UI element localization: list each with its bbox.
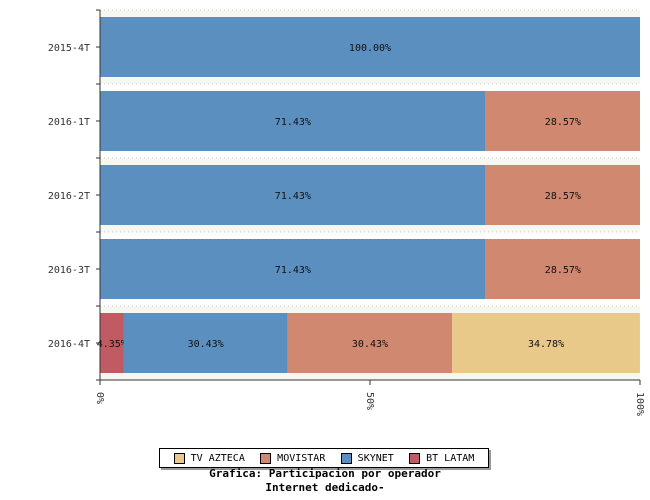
- bar-value-label: 28.57%: [545, 191, 581, 202]
- bar-value-label: 4.35%: [97, 339, 127, 350]
- bar-segment: [123, 313, 288, 373]
- bar-segment: [100, 313, 124, 373]
- y-tick-label: 2015-4T: [48, 43, 90, 54]
- legend-swatch: [409, 452, 421, 464]
- bar-value-label: 71.43%: [275, 117, 311, 128]
- legend-item: SKYNET: [340, 452, 394, 464]
- chart-title-line-2: Internet dedicado-: [265, 481, 385, 494]
- bar-segment: [100, 17, 640, 77]
- bar-value-label: 71.43%: [275, 191, 311, 202]
- y-tick-label: 2016-1T: [48, 117, 90, 128]
- bar-segment: [100, 165, 486, 225]
- bar-segment: [485, 91, 640, 151]
- bar-value-label: 30.43%: [352, 339, 388, 350]
- legend-item: MOVISTAR: [260, 452, 326, 464]
- y-tick-label: 2016-3T: [48, 265, 90, 276]
- legend-label: BT LATAM: [426, 452, 475, 464]
- legend-swatch: [260, 452, 272, 464]
- legend-label: MOVISTAR: [277, 452, 326, 464]
- chart-caption: Grafica: Participacion por operador Inte…: [0, 467, 650, 495]
- bar-value-label: 100.00%: [349, 43, 391, 54]
- bar-value-label: 71.43%: [275, 265, 311, 276]
- legend-swatch: [340, 452, 352, 464]
- bar-value-label: 30.43%: [188, 339, 224, 350]
- bar-segment: [287, 313, 453, 373]
- legend-item: BT LATAM: [409, 452, 475, 464]
- bar-value-label: 28.57%: [545, 265, 581, 276]
- y-tick-label: 2016-2T: [48, 191, 90, 202]
- bar-segment: [100, 239, 486, 299]
- chart-title-line-1: Grafica: Participacion por operador: [209, 467, 441, 480]
- bar-value-label: 34.78%: [528, 339, 564, 350]
- bar-segment: [452, 313, 640, 373]
- legend-label: TV AZTECA: [190, 452, 245, 464]
- legend-item: TV AZTECA: [173, 452, 245, 464]
- bar-segment: [100, 91, 486, 151]
- stacked-bar-chart: 100.00% 2015-4T 71.43% 28.57% 2016-1T 71.43% 2…: [48, 9, 645, 416]
- x-tick-label: 0%: [94, 392, 105, 404]
- bar-segment: [485, 239, 640, 299]
- bar-segment: [485, 165, 640, 225]
- legend-swatch: [173, 452, 185, 464]
- y-tick-label: 2016-4T: [48, 339, 90, 350]
- x-tick-label: 50%: [364, 392, 375, 410]
- legend-label: SKYNET: [357, 452, 394, 464]
- x-tick-label: 100%: [634, 392, 645, 416]
- legend: TV AZTECA MOVISTAR SKYNET BT LATAM: [159, 448, 489, 468]
- bar-value-label: 28.57%: [545, 117, 581, 128]
